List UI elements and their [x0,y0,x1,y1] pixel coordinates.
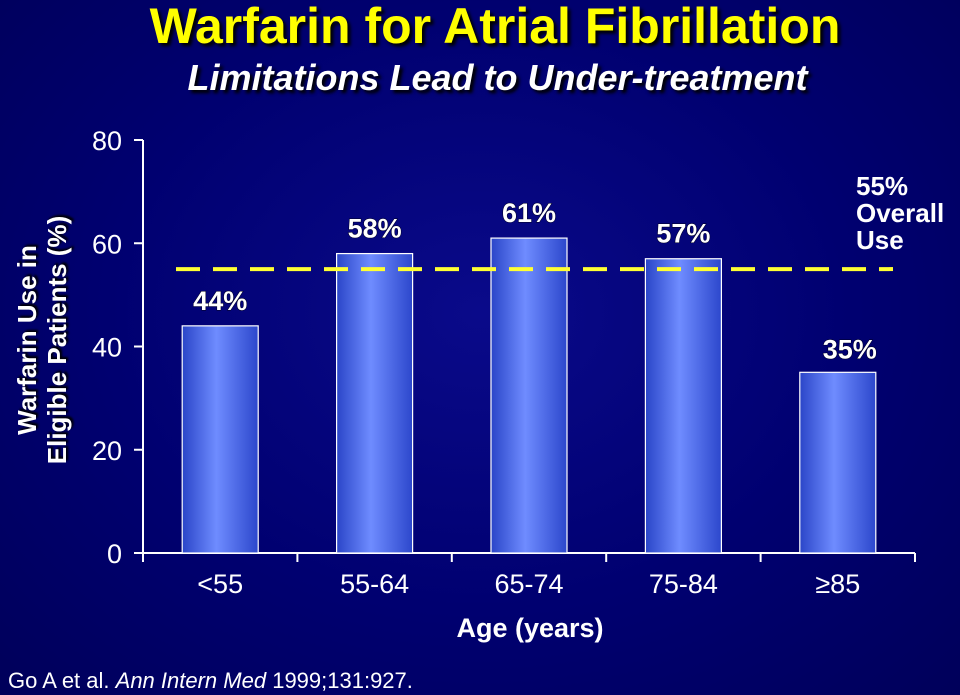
slide-title: Warfarin for Atrial Fibrillation [149,0,841,54]
y-tick-label: 40 [92,333,122,363]
y-tick-label: 80 [92,126,122,156]
data-label: 35% [823,334,877,364]
citation: Go A et al. Ann Intern Med 1999;131:927. [8,668,413,694]
reference-line-label-2: Overall [856,198,944,228]
data-label: 61% [502,198,556,228]
y-tick-label: 20 [92,436,122,466]
bar-3 [644,258,723,554]
bar-2 [490,237,568,554]
x-axis-title: Age (years) [456,613,603,643]
bar-1 [336,252,414,554]
x-tick-label: 75-84 [649,569,718,599]
citation-journal: Ann Intern Med [115,668,267,693]
x-tick-label: 55-64 [340,569,409,599]
reference-line-label-1: 55% [856,171,908,201]
bar-4 [799,371,877,554]
data-label: 44% [193,286,247,316]
y-tick-label: 0 [107,539,122,569]
bar-0 [181,325,259,554]
citation-authors: Go A et al. [8,668,110,693]
x-tick-label: <55 [197,569,243,599]
x-tick-label: 65-74 [494,569,563,599]
slide-subtitle: Limitations Lead to Under-treatment [187,57,808,98]
x-tick-label: ≥85 [815,569,860,599]
citation-ref: 1999;131:927. [272,668,413,693]
data-label: 58% [348,214,402,244]
reference-line-label-3: Use [856,225,904,255]
data-label: 57% [656,219,710,249]
y-tick-label: 60 [92,229,122,259]
